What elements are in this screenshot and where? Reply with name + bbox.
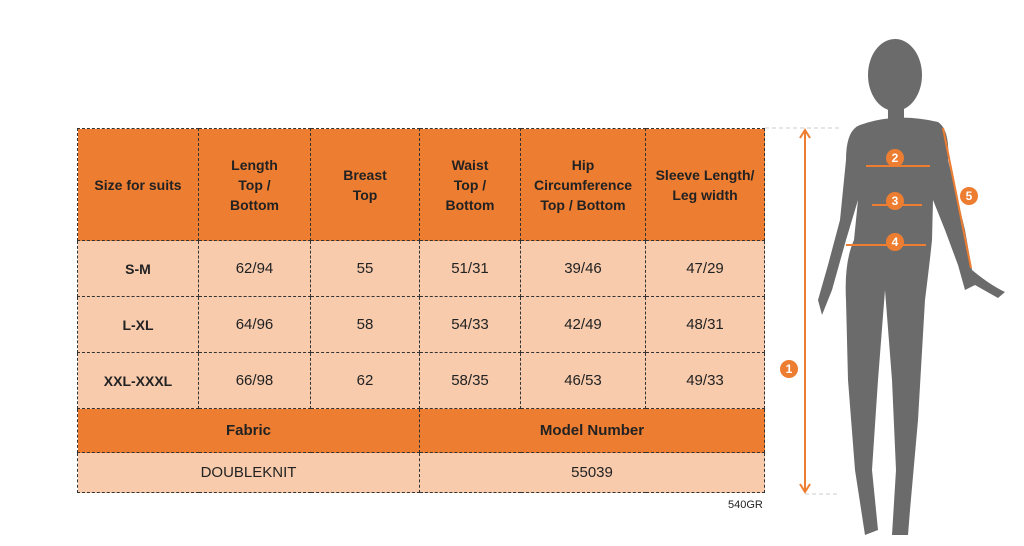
marker-5: 5 xyxy=(966,189,973,203)
marker-2: 2 xyxy=(892,151,899,165)
size-chart-table: Size for suits Length Top / Bottom Breas… xyxy=(77,128,765,493)
cell: 47/29 xyxy=(645,240,765,297)
marker-4: 4 xyxy=(892,235,899,249)
cell: 62/94 xyxy=(198,240,311,297)
header-cell: Breast Top xyxy=(310,128,420,241)
cell: 62 xyxy=(310,352,420,409)
size-cell: S-M xyxy=(77,240,199,297)
cell: 51/31 xyxy=(419,240,521,297)
header-cell: Size for suits xyxy=(77,128,199,241)
cell: 42/49 xyxy=(520,296,646,353)
header-cell: Hip Circumference Top / Bottom xyxy=(520,128,646,241)
table-row: S-M 62/94 55 51/31 39/46 47/29 xyxy=(77,240,765,297)
header-cell: Waist Top / Bottom xyxy=(419,128,521,241)
cell: 64/96 xyxy=(198,296,311,353)
table-row: L-XL 64/96 58 54/33 42/49 48/31 xyxy=(77,296,765,353)
size-cell: XXL-XXXL xyxy=(77,352,199,409)
cell: 39/46 xyxy=(520,240,646,297)
cell: 48/31 xyxy=(645,296,765,353)
footer-value-row: DOUBLEKNIT 55039 xyxy=(77,452,765,493)
footer-header-row: Fabric Model Number xyxy=(77,408,765,453)
fabric-label: Fabric xyxy=(77,408,420,453)
fabric-value: DOUBLEKNIT xyxy=(77,452,420,493)
cell: 46/53 xyxy=(520,352,646,409)
cell: 58/35 xyxy=(419,352,521,409)
model-number-value: 55039 xyxy=(419,452,765,493)
body-measurement-figure: 1 2 3 4 5 xyxy=(765,39,1005,536)
product-code: 540GR xyxy=(728,499,763,511)
marker-3: 3 xyxy=(892,194,899,208)
size-cell: L-XL xyxy=(77,296,199,353)
silhouette-icon xyxy=(818,39,1005,536)
header-row: Size for suits Length Top / Bottom Breas… xyxy=(77,128,765,241)
cell: 58 xyxy=(310,296,420,353)
table-row: XXL-XXXL 66/98 62 58/35 46/53 49/33 xyxy=(77,352,765,409)
header-cell: Sleeve Length/ Leg width xyxy=(645,128,765,241)
cell: 66/98 xyxy=(198,352,311,409)
marker-1: 1 xyxy=(786,362,793,376)
model-number-label: Model Number xyxy=(419,408,765,453)
cell: 55 xyxy=(310,240,420,297)
header-cell: Length Top / Bottom xyxy=(198,128,311,241)
cell: 49/33 xyxy=(645,352,765,409)
cell: 54/33 xyxy=(419,296,521,353)
